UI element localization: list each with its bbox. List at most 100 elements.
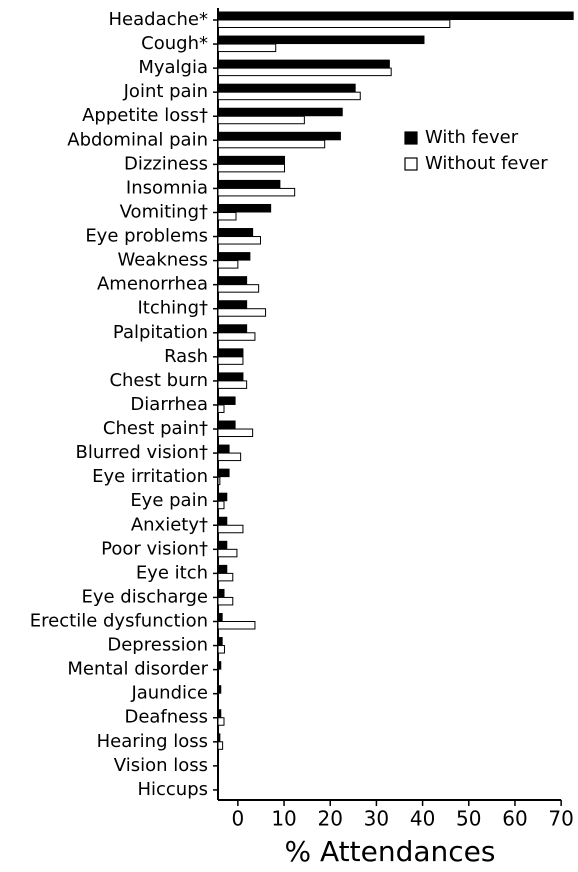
- y-tick-label: Abdominal pain: [67, 129, 208, 150]
- bar: [217, 11, 574, 20]
- bar: [217, 380, 248, 389]
- bar: [217, 645, 225, 654]
- y-tick-label: Erectile dysfunction: [30, 611, 208, 632]
- x-tick-label: 20: [317, 807, 342, 831]
- bar: [217, 300, 248, 309]
- y-tick-label: Joint pain: [123, 81, 208, 102]
- bar: [217, 613, 223, 622]
- x-tick-label: 70: [548, 807, 573, 831]
- bar: [217, 356, 244, 365]
- bar: [217, 685, 222, 694]
- bar: [217, 228, 254, 237]
- x-tick-label: 30: [364, 807, 389, 831]
- y-tick-label: Depression: [107, 635, 208, 656]
- y-tick-label: Eye discharge: [81, 586, 208, 607]
- y-tick-label: Eye irritation: [92, 466, 208, 487]
- bar: [217, 733, 221, 742]
- legend-label: Without fever: [425, 153, 548, 174]
- y-tick-label: Itching†: [137, 298, 208, 319]
- bar: [217, 404, 225, 413]
- bar: [217, 516, 228, 526]
- x-tick-label: 10: [271, 807, 296, 831]
- bar: [217, 324, 248, 333]
- bar: [217, 236, 261, 245]
- x-tick-label: 60: [502, 807, 527, 831]
- bar: [217, 500, 225, 510]
- bar: [217, 19, 451, 28]
- legend-swatch: [404, 157, 418, 171]
- bar: [217, 741, 224, 750]
- y-tick-label: Jaundice: [130, 683, 208, 704]
- y-tick-label: Headache*: [109, 9, 208, 30]
- bar: [217, 308, 267, 317]
- y-tick-label: Diarrhea: [130, 394, 208, 415]
- x-tick-label: 50: [456, 807, 481, 831]
- bar: [217, 564, 228, 574]
- bar: [217, 548, 238, 558]
- y-tick-label: Eye pain: [130, 490, 208, 511]
- bar: [217, 115, 305, 125]
- bar: [217, 372, 244, 381]
- legend-swatch: [404, 131, 418, 145]
- bar: [217, 91, 361, 101]
- y-tick-label: Blurred vision†: [75, 442, 208, 463]
- y-tick-label: Dizziness: [124, 153, 208, 174]
- bar: [217, 211, 237, 221]
- bar: [217, 83, 356, 93]
- y-tick-label: Eye itch: [136, 562, 208, 583]
- bar: [217, 163, 286, 173]
- bar: [217, 187, 296, 197]
- y-tick-label: Eye problems: [85, 226, 208, 247]
- y-tick-label: Anxiety†: [131, 514, 208, 535]
- bar: [217, 468, 230, 478]
- bar: [217, 428, 254, 438]
- bar: [217, 43, 277, 53]
- bar: [217, 596, 234, 606]
- y-tick-label: Rash: [164, 346, 208, 367]
- y-tick-label: Deafness: [124, 707, 208, 728]
- y-tick-label: Chest pain†: [103, 418, 208, 439]
- y-tick-label: Mental disorder: [67, 659, 208, 680]
- bar: [217, 637, 223, 646]
- bar: [217, 155, 286, 165]
- bar: [217, 444, 230, 454]
- bar: [217, 621, 256, 630]
- bar: [217, 252, 251, 261]
- bar: [217, 524, 244, 534]
- bar: [217, 131, 341, 141]
- y-tick-label: Cough*: [141, 33, 208, 54]
- bar: [217, 260, 239, 269]
- y-tick-label: Poor vision†: [101, 538, 208, 559]
- y-tick-label: Chest burn: [109, 370, 208, 391]
- bar: [217, 420, 236, 430]
- x-axis-title: % Attendances: [285, 835, 496, 868]
- bar: [217, 139, 326, 149]
- bar: [217, 492, 228, 502]
- bar: [217, 284, 260, 293]
- y-tick-label: Insomnia: [126, 177, 208, 198]
- y-tick-label: Vomiting†: [120, 201, 208, 222]
- bar: [217, 67, 392, 77]
- legend-label: With fever: [425, 127, 519, 148]
- bar: [217, 396, 236, 405]
- bar: [217, 203, 272, 213]
- y-tick-label: Amenorrhea: [97, 274, 208, 295]
- bar: [217, 540, 228, 550]
- bar: [217, 476, 221, 486]
- bar: [217, 332, 256, 341]
- y-tick-label: Hiccups: [137, 779, 208, 800]
- x-tick-label: 0: [231, 807, 244, 831]
- bar: [217, 452, 242, 462]
- bar: [217, 572, 234, 582]
- bar: [217, 59, 390, 69]
- bar: [217, 661, 222, 670]
- y-tick-label: Appetite loss†: [82, 105, 208, 126]
- bar: [217, 107, 343, 117]
- y-tick-label: Vision loss: [114, 755, 208, 776]
- y-tick-label: Hearing loss: [97, 731, 208, 752]
- bar: [217, 709, 222, 718]
- y-tick-label: Palpitation: [113, 322, 208, 343]
- bar: [217, 348, 244, 357]
- y-tick-label: Weakness: [117, 250, 208, 271]
